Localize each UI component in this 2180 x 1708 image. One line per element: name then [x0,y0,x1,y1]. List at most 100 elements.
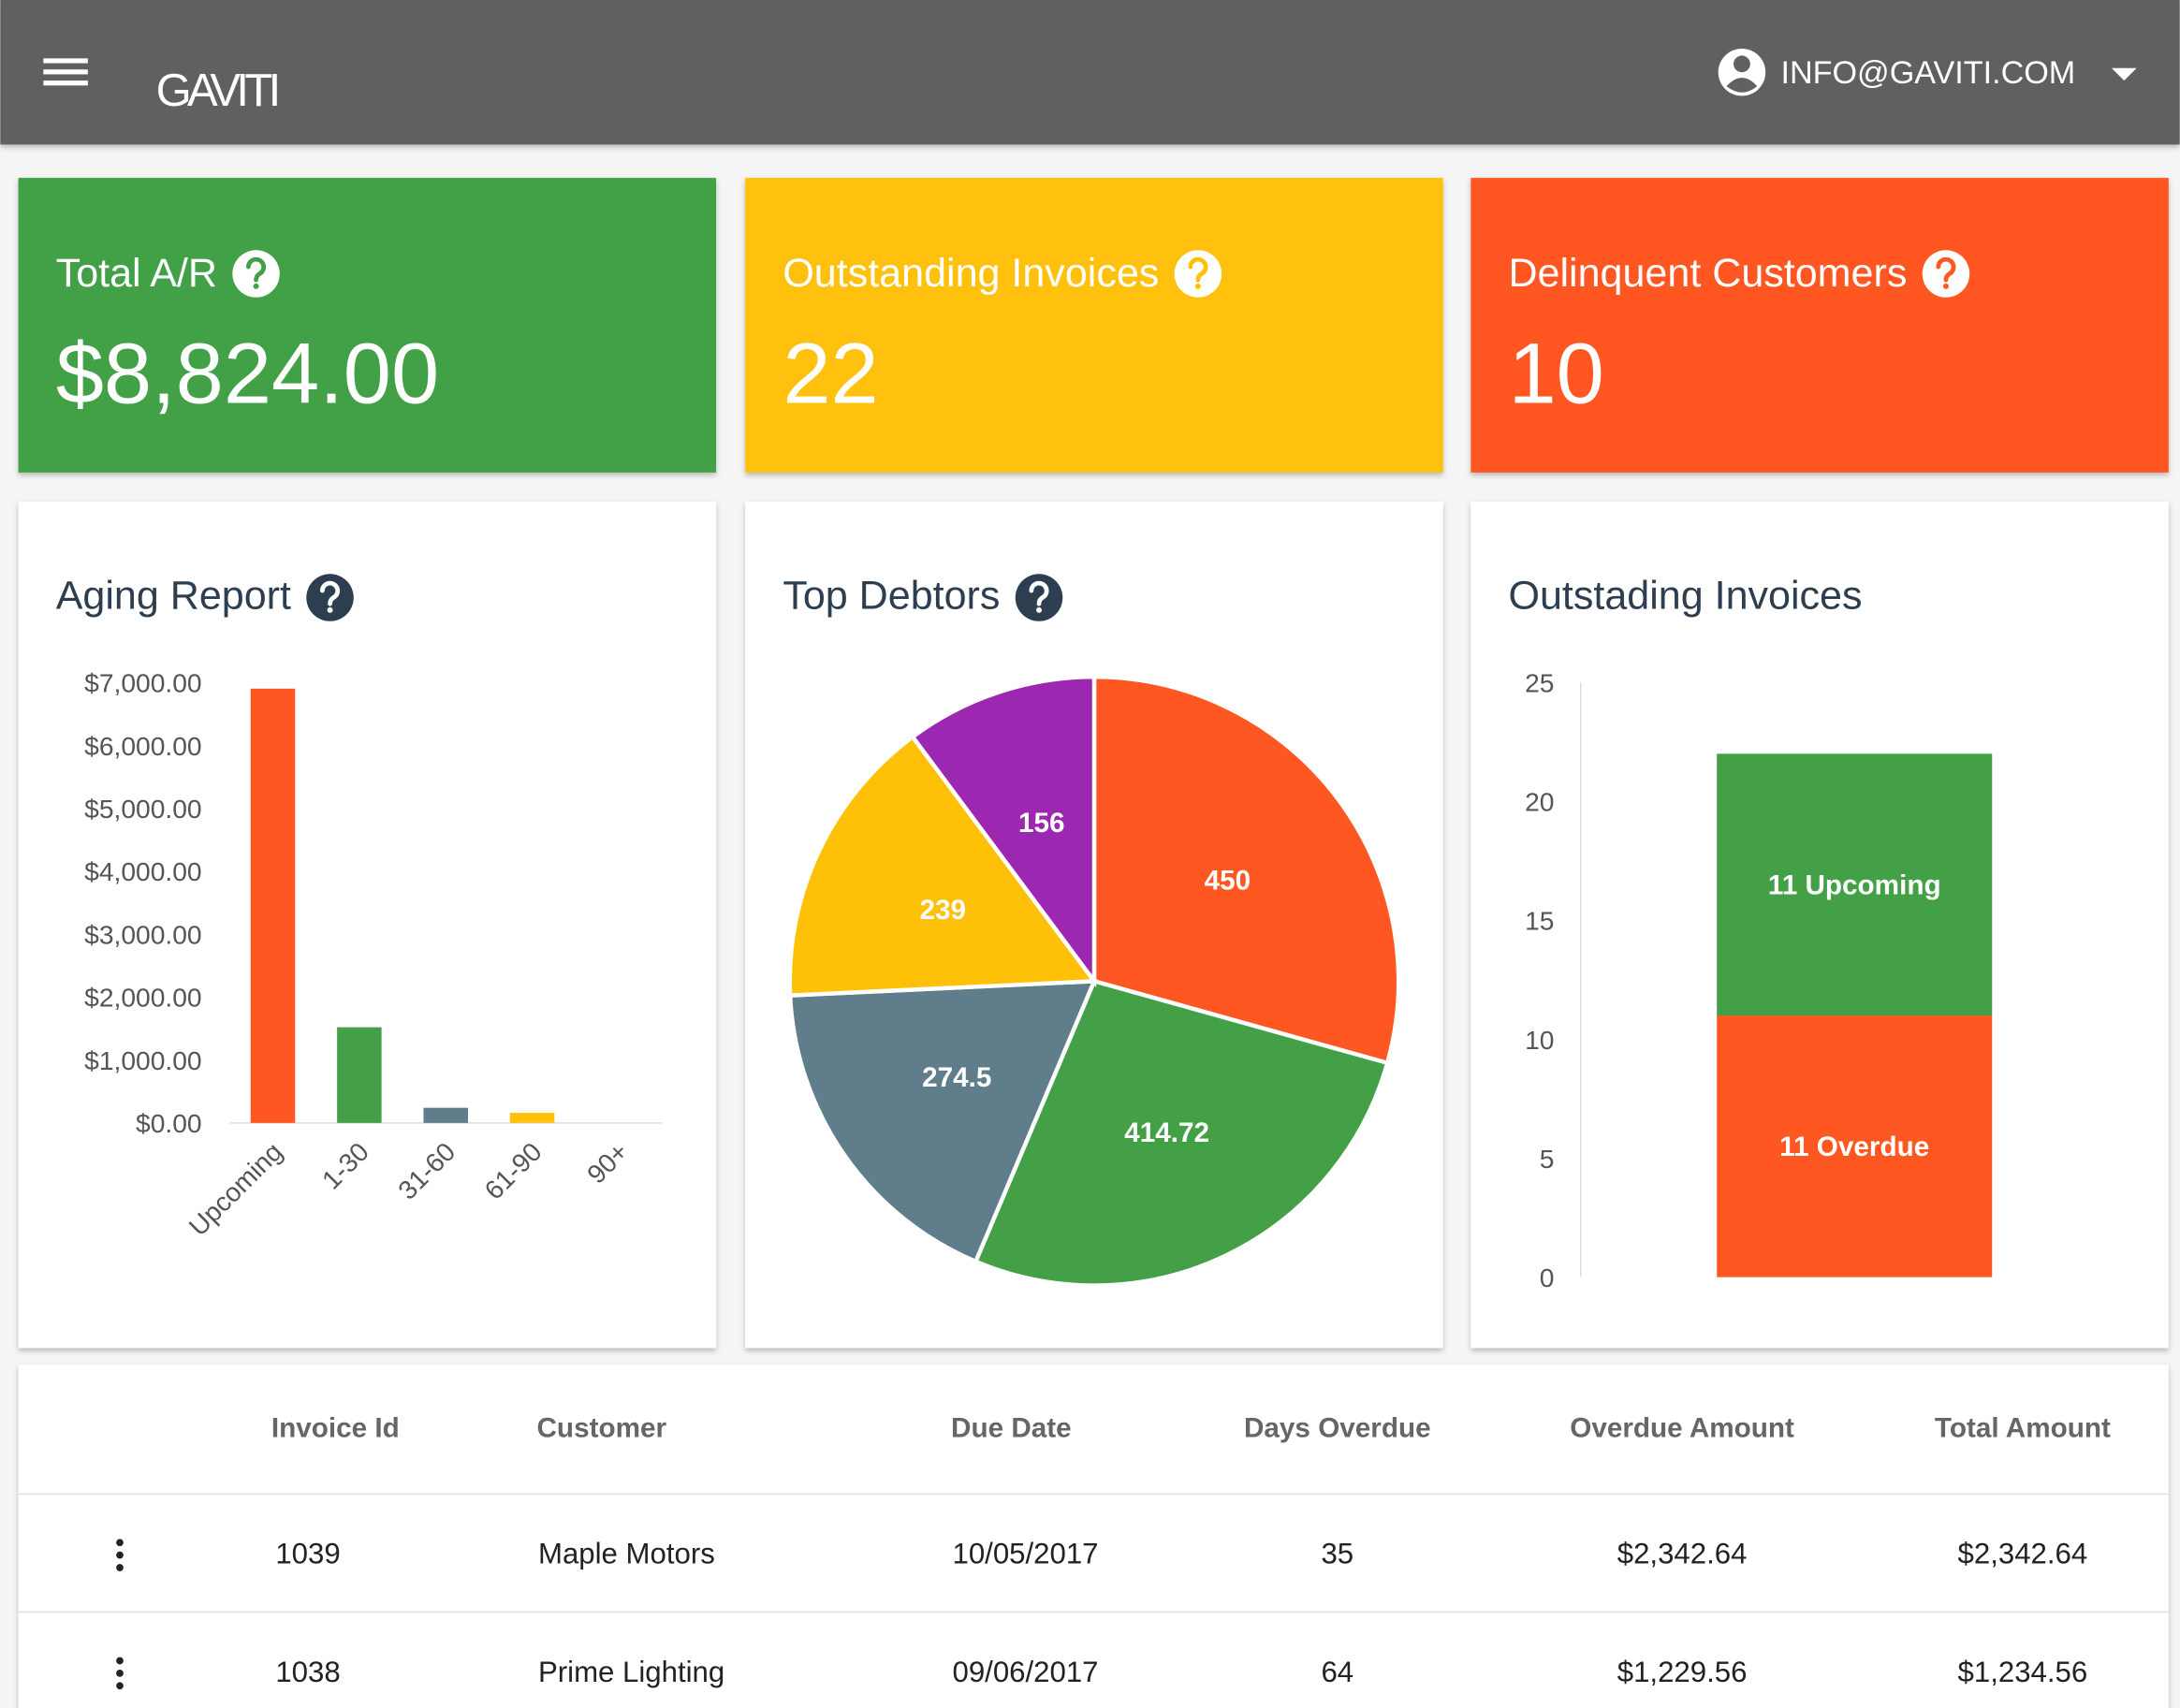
pie-slice [973,978,1390,1288]
card [18,502,717,1349]
column-header: Overdue Amount [1570,1412,1794,1443]
kebab-dot [116,1564,124,1571]
y-tick-label: 10 [1525,1025,1554,1055]
table-cell: 09/06/2017 [952,1656,1098,1688]
kpi-card [18,178,717,473]
help-icon[interactable] [232,250,280,298]
y-tick-label: $7,000.00 [84,668,201,698]
kebab-dot [116,1682,124,1690]
kpi-title: Delinquent Customers [1508,251,1907,296]
row-menu[interactable] [116,1657,124,1690]
y-tick-label: $2,000.00 [84,983,201,1013]
column-header: Customer [536,1412,666,1443]
y-tick-label: $0.00 [136,1108,202,1138]
y-tick-label: 15 [1525,906,1554,936]
table-cell: 35 [1321,1538,1353,1570]
invoice-table: Invoice Id Customer Due Date Days Overdue Ov… [18,1365,2169,1708]
table-cell: $2,342.64 [1958,1538,2088,1570]
kebab-dot [116,1539,124,1547]
bar [337,1027,382,1123]
help-glyph [319,580,341,606]
y-tick-label: $3,000.00 [84,919,201,949]
help-icon[interactable] [306,574,354,621]
table-cell: 1038 [275,1656,340,1688]
table-cell: $1,234.56 [1958,1656,2088,1688]
bar-segment [1717,753,1993,1016]
help-icon[interactable] [1922,250,1970,298]
y-tick-label: $4,000.00 [84,856,201,886]
kpi-title: Outstanding Invoices [783,251,1159,296]
menu-button[interactable] [43,58,88,86]
table-cell: 1039 [275,1538,340,1570]
y-tick-label: 25 [1525,668,1554,698]
y-tick-label: $5,000.00 [84,794,201,824]
table-cell: Maple Motors [538,1538,715,1570]
chart-card: Top Debtors 450 414.72 274.5 239 156 [745,502,1443,1349]
y-tick-label: 20 [1525,787,1554,817]
kpi-row: Total A/R $8,824.00 Outstanding Invoices 22… [18,178,2169,473]
kpi-value: 10 [1508,326,1603,422]
kebab-dot [116,1551,124,1559]
table-cell: $2,342.64 [1617,1538,1748,1570]
chart-title: Aging Report [56,573,291,618]
column-header: Total Amount [1935,1412,2111,1443]
kpi-value: 22 [783,326,878,422]
pie-slice [787,978,1098,1264]
table-cell: $1,229.56 [1617,1656,1748,1688]
help-icon[interactable] [1015,574,1063,621]
chart-card: Aging Report $0.00 $1,000.00 $2,000.00 $3,00… [18,502,717,1349]
help-dot [253,283,259,289]
app-bar [0,0,2180,145]
column-header: Invoice Id [271,1412,400,1443]
bar [509,1113,555,1123]
chart-title: Outstading Invoices [1508,573,1862,618]
segment-label: 11 Upcoming [1768,870,1941,901]
y-tick-label: 5 [1540,1144,1555,1174]
help-glyph [1936,256,1956,283]
row-menu[interactable] [116,1539,124,1571]
kebab-dot [116,1670,124,1677]
chart-card: Outstading Invoices 0 5 10 15 20 25 11 Overdue 1… [1470,502,2169,1349]
y-tick-label: $6,000.00 [84,731,201,761]
column-header: Days Overdue [1244,1412,1431,1443]
pie-slice [1091,674,1401,1066]
help-icon[interactable] [1174,250,1222,298]
slice-label: 156 [1018,808,1065,839]
y-tick-label: $1,000.00 [84,1045,201,1075]
y-tick-label: 0 [1540,1263,1555,1292]
help-dot [1942,283,1949,289]
help-dot [1194,283,1201,289]
slice-label: 414.72 [1124,1117,1209,1148]
segment-label: 11 Overdue [1779,1131,1929,1162]
kpi-title: Total A/R [56,251,217,296]
table-card [18,1365,2169,1708]
kpi-card [745,178,1443,473]
chart-row: Aging Report $0.00 $1,000.00 $2,000.00 $3,00… [18,502,2169,1349]
chart-title: Top Debtors [783,573,1000,618]
slice-label: 450 [1205,866,1251,897]
table-cell: Prime Lighting [538,1656,724,1688]
help-glyph [1029,580,1049,606]
table-cell: 10/05/2017 [952,1538,1098,1570]
user-email: INFO@GAVITI.COM [1781,55,2076,91]
bar [250,688,296,1123]
bar-segment [1717,1015,1993,1277]
user-menu[interactable]: INFO@GAVITI.COM [1718,48,2137,96]
help-glyph [1188,256,1208,283]
logo: GAVITI [156,66,282,116]
column-header: Due Date [951,1412,1072,1443]
help-dot [1036,606,1042,613]
help-dot [327,606,333,613]
table-cell: 64 [1321,1656,1353,1688]
pie-slice [787,734,1099,998]
kpi-value: $8,824.00 [56,326,440,422]
kpi-card [1470,178,2169,473]
slice-label: 274.5 [922,1062,991,1093]
pie-slice [909,674,1097,988]
kebab-dot [116,1657,124,1665]
help-glyph [246,256,267,283]
bar [423,1107,468,1123]
slice-label: 239 [920,895,967,926]
